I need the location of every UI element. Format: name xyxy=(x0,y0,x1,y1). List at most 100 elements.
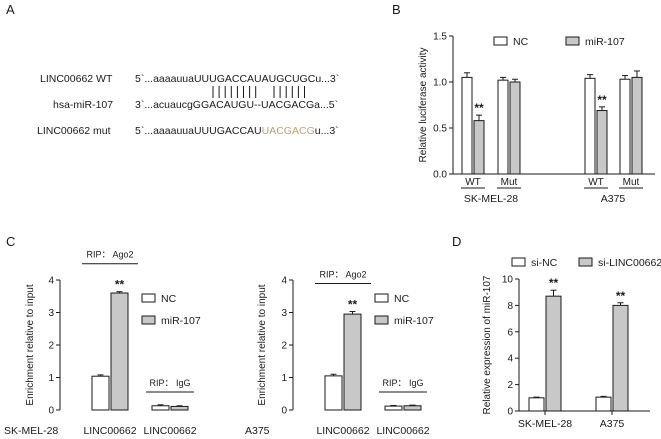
legend-swatch xyxy=(374,315,389,325)
row-label: A375 xyxy=(245,425,270,437)
bar-control xyxy=(151,405,170,411)
y-tick-label: 3 xyxy=(48,308,54,319)
bar-control xyxy=(595,396,612,412)
y-tick-label: 8 xyxy=(507,301,513,312)
chart-d: 0 2 4 6 8 10 Relative expression of miR-107 ** *… xyxy=(482,257,661,430)
y-tick-label: 0.0 xyxy=(433,170,447,181)
legend-swatch xyxy=(578,257,593,267)
x-tick-label: LINC00662 xyxy=(316,425,369,437)
y-tick-label: 2 xyxy=(48,341,54,352)
y-axis-label: Relative luciferase activity xyxy=(418,47,429,162)
y-tick-label: 3 xyxy=(281,308,287,319)
panel-b-letter: B xyxy=(392,2,401,17)
x-super-label: SK-MEL-28 xyxy=(464,193,518,205)
y-axis-label: Relative expression of miR-107 xyxy=(482,275,493,414)
x-tick-label: LINC00662 xyxy=(83,425,136,437)
x-tick-label: WT xyxy=(588,177,604,188)
y-tick-label: 4 xyxy=(507,354,513,365)
x-tick-label: Mut xyxy=(501,177,518,188)
chart-c-a375: 0 1 2 3 4 Enrichment relative to input ** LINC0… xyxy=(245,270,434,437)
y-tick-label: 2 xyxy=(281,341,287,352)
significance-label: ** xyxy=(115,278,125,292)
y-tick-label: 2 xyxy=(507,380,513,391)
significance-label: ** xyxy=(549,276,559,290)
bar-treatment xyxy=(545,295,562,412)
x-tick-label: A375 xyxy=(600,418,625,430)
legend-swatch xyxy=(141,315,156,325)
seq-label-mut: LINC00662 mut xyxy=(37,125,111,137)
bar-control xyxy=(584,77,596,175)
bar-treatment xyxy=(403,405,422,411)
y-tick-label: 1 xyxy=(281,373,287,384)
bar-control xyxy=(91,375,110,411)
legend-label: miR-107 xyxy=(161,315,201,327)
legend-swatch xyxy=(374,293,389,303)
seq-label-mir: hsa-miR-107 xyxy=(53,99,113,111)
legend-label: miR-107 xyxy=(394,315,434,327)
base-pairing-lines xyxy=(212,86,305,98)
significance-label: ** xyxy=(597,93,607,107)
y-axis-label: Enrichment relative to input xyxy=(257,284,268,405)
x-tick-label: WT xyxy=(465,177,481,188)
bar-control xyxy=(619,78,631,175)
panel-d-letter: D xyxy=(452,234,461,249)
legend-swatch xyxy=(511,257,526,267)
y-tick-label: 0.5 xyxy=(433,124,447,135)
seq-text-wt: 5`...aaaauuaUUUGACCAUAUGCUGCu...3` xyxy=(135,73,339,85)
seq-text-mir: 3`...acuaucgGGACAUGU--UACGACGa...5` xyxy=(135,99,338,111)
legend-label: miR-107 xyxy=(585,36,625,48)
bar-treatment xyxy=(509,81,521,175)
legend-label: si-NC xyxy=(531,257,558,269)
bar-treatment xyxy=(631,76,643,175)
legend-swatch xyxy=(493,36,508,46)
rip-label: RIP： IgG xyxy=(149,378,190,388)
rip-label: RIP： Ago2 xyxy=(86,250,133,260)
significance-label: ** xyxy=(348,298,358,312)
row-label: SK-MEL-28 xyxy=(4,425,58,437)
bar-control xyxy=(528,397,545,412)
bar-treatment xyxy=(596,110,608,175)
seq-label-wt: LINC00662 WT xyxy=(40,73,113,85)
x-super-label: A375 xyxy=(601,193,626,205)
y-tick-label: 4 xyxy=(48,276,54,287)
x-tick-label: Mut xyxy=(623,177,640,188)
significance-label: ** xyxy=(474,101,484,115)
x-tick-label: LINC00662 xyxy=(376,425,429,437)
y-tick-label: 6 xyxy=(507,327,513,338)
bar-treatment xyxy=(170,405,189,411)
chart-c-sk-mel-28: 0 1 2 3 4 Enrichment relative to input ** LINC0… xyxy=(4,250,201,437)
y-tick-label: 0 xyxy=(48,406,54,417)
legend-label: si-LINC00662 xyxy=(598,257,661,269)
bar-treatment xyxy=(343,313,362,411)
bar-treatment xyxy=(612,304,629,412)
y-tick-label: 0 xyxy=(281,406,287,417)
rip-label: RIP： Ago2 xyxy=(319,270,366,280)
panel-c-letter: C xyxy=(6,234,15,249)
sequence-alignment: LINC00662 WT 5`...aaaauuaUUUGACCAUAUGCUG… xyxy=(37,73,339,137)
y-tick-label: 1 xyxy=(48,373,54,384)
legend-label: NC xyxy=(161,293,177,305)
legend-label: NC xyxy=(394,293,410,305)
y-tick-label: 0 xyxy=(507,407,513,418)
bar-treatment xyxy=(473,120,485,175)
legend-swatch xyxy=(141,293,156,303)
bar-control xyxy=(497,79,509,175)
significance-label: ** xyxy=(616,289,626,303)
x-tick-label: LINC00662 xyxy=(143,425,196,437)
rip-label: RIP： IgG xyxy=(382,378,423,388)
x-tick-label: SK-MEL-28 xyxy=(518,418,572,430)
legend-swatch xyxy=(565,36,580,46)
legend-label: NC xyxy=(513,36,529,48)
bar-control xyxy=(384,405,403,411)
y-tick-label: 1.0 xyxy=(433,78,447,89)
bar-control xyxy=(461,76,473,175)
chart-b: 0.0 0.5 1.0 1.5 Relative luciferase activity… xyxy=(418,32,655,205)
y-tick-label: 4 xyxy=(281,276,287,287)
bar-control xyxy=(324,375,343,411)
y-tick-label: 1.5 xyxy=(433,32,447,43)
bar-treatment xyxy=(110,292,129,411)
panel-a-letter: A xyxy=(6,2,15,17)
y-axis-label: Enrichment relative to input xyxy=(25,284,36,405)
